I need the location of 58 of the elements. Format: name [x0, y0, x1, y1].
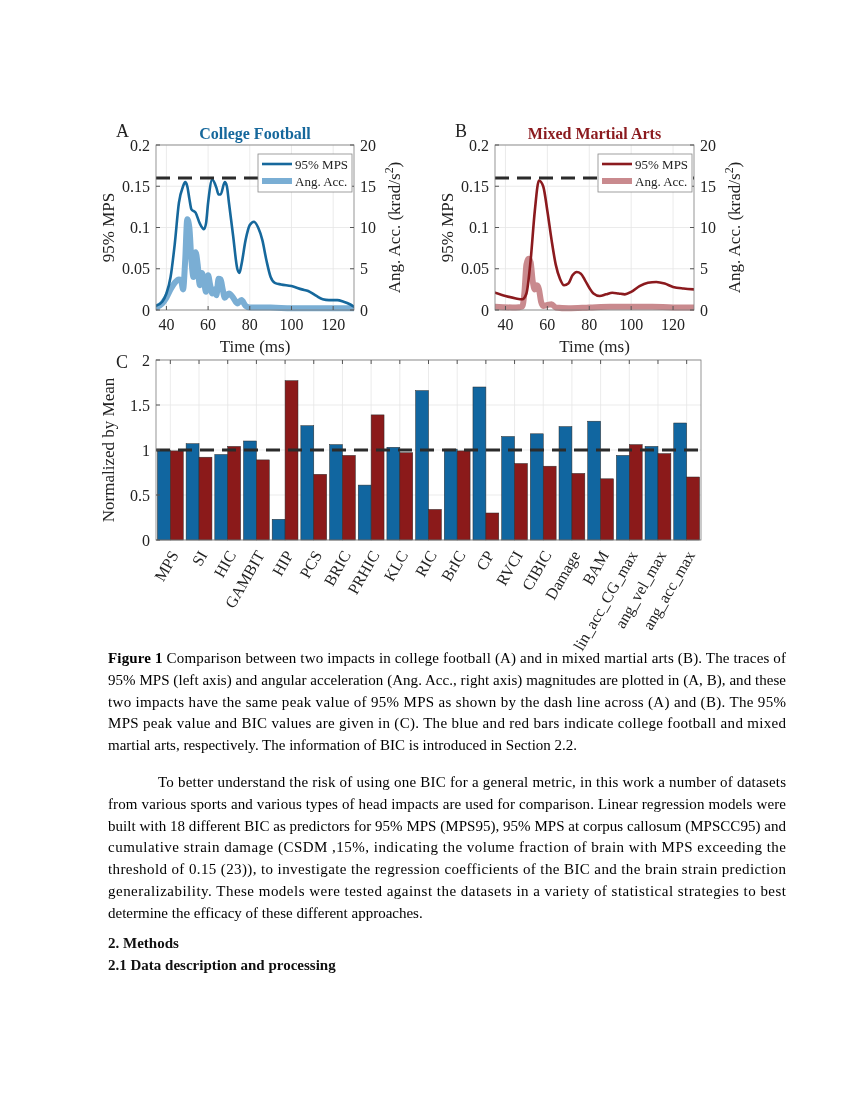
x-tick-label: 60 — [539, 316, 556, 333]
chart-title: College Football — [199, 125, 312, 143]
line-series — [495, 179, 694, 301]
x-tick-label: 100 — [279, 316, 304, 333]
y-tick-label: 0.15 — [461, 177, 489, 195]
x-tick-label: HIP — [268, 547, 297, 579]
legend-label: 95% MPS — [295, 156, 349, 172]
x-tick-label: 60 — [200, 316, 217, 333]
y2-tick-label: 20 — [700, 136, 716, 154]
y-tick-label: 0.2 — [469, 136, 489, 154]
text: 2. Methods — [108, 935, 179, 951]
x-tick-label: 100 — [619, 316, 644, 333]
y2-tick-label: 0 — [700, 301, 708, 319]
x-axis-title: Time (ms) — [559, 337, 630, 356]
y-tick-label: 1.5 — [130, 396, 150, 414]
y-tick-label: 0.15 — [122, 177, 150, 195]
text: C — [116, 352, 129, 372]
y2-tick-label: 0 — [360, 301, 368, 319]
y-tick-label: 2 — [142, 351, 150, 369]
y-tick-label: 0.2 — [130, 136, 150, 154]
chart-title: Mixed Martial Arts — [527, 125, 662, 142]
x-axis-title: Time (ms) — [219, 337, 291, 356]
x-tick-label: SI — [188, 547, 211, 569]
y-axis-title: Normalized by Mean — [99, 377, 118, 523]
x-tick-label: 40 — [497, 316, 514, 333]
x-tick-label: 80 — [581, 316, 598, 333]
x-tick-label: CP — [472, 547, 498, 574]
y-axis-title: 95% MPS — [438, 192, 457, 263]
x-tick-label: 120 — [661, 316, 686, 333]
y-tick-label: 0.1 — [469, 219, 489, 237]
y-tick-label: 0 — [481, 301, 489, 319]
y2-tick-label: 10 — [700, 219, 716, 237]
y2-tick-label: 5 — [360, 260, 368, 278]
y-axis-title: 95% MPS — [99, 192, 118, 263]
text: B — [455, 121, 468, 141]
y-tick-label: 0.5 — [130, 486, 150, 504]
y-tick-label: 0.05 — [461, 260, 489, 278]
y-tick-label: 0 — [142, 531, 150, 549]
x-tick-label: 80 — [241, 316, 258, 333]
y2-tick-label: 15 — [700, 177, 716, 195]
x-tick-label: 120 — [321, 316, 346, 333]
y-tick-label: 0 — [142, 301, 150, 319]
y-tick-label: 1 — [142, 441, 150, 459]
y-tick-label: 0.05 — [122, 260, 150, 278]
legend-label: Ang. Acc. — [295, 173, 348, 189]
legend-label: Ang. Acc. — [635, 173, 688, 189]
text: A — [116, 121, 129, 141]
y-tick-label: 0.1 — [130, 219, 150, 237]
y2-tick-label: 5 — [700, 260, 708, 278]
text: 2.1 Data description and processing — [108, 956, 337, 973]
x-tick-label: 40 — [158, 316, 175, 333]
legend-label: 95% MPS — [635, 156, 689, 172]
y2-tick-label: 10 — [360, 219, 376, 237]
caption: Figure 1 Comparison between two impacts in college football (A) and in mixed martial arts (B). The traces of 95% MPS (left axis) and angular acceleration (Ang. Acc., right axis) magnitudes are plotted in (A, B), and these two impacts have the same peak value of 95% MPS as shown by the dash line across (A) and (B). The 95% MPS peak value and BIC values are given in (C). The blue and red bars indicate college football and mixed martial arts, respectively. The information of BIC is introduced in Section 2.2. — [108, 650, 787, 754]
line-series — [156, 178, 354, 308]
text: To better understand the risk of using one BIC for a general metric, in this work a number of datasets from various sports and various types of head impacts are used for comparison. Linear regression models were built with 18 different BIC as predictors for 95% MPS (MPS95), 95% MPS at corpus callosum (MPSCC95) and cumulative strain damage (CSDM ,15%, indicating the volume fraction of brain with MPS exceeding the threshold of 0.15 (23)), to investigate the regression coefficients of the BIC and the brain strain prediction generalizability. These models were tested against the datasets in a variety of statistical strategies to best determine the efficacy of these different approaches. — [108, 774, 787, 921]
y2-tick-label: 15 — [360, 177, 376, 195]
y2-tick-label: 20 — [360, 136, 376, 154]
